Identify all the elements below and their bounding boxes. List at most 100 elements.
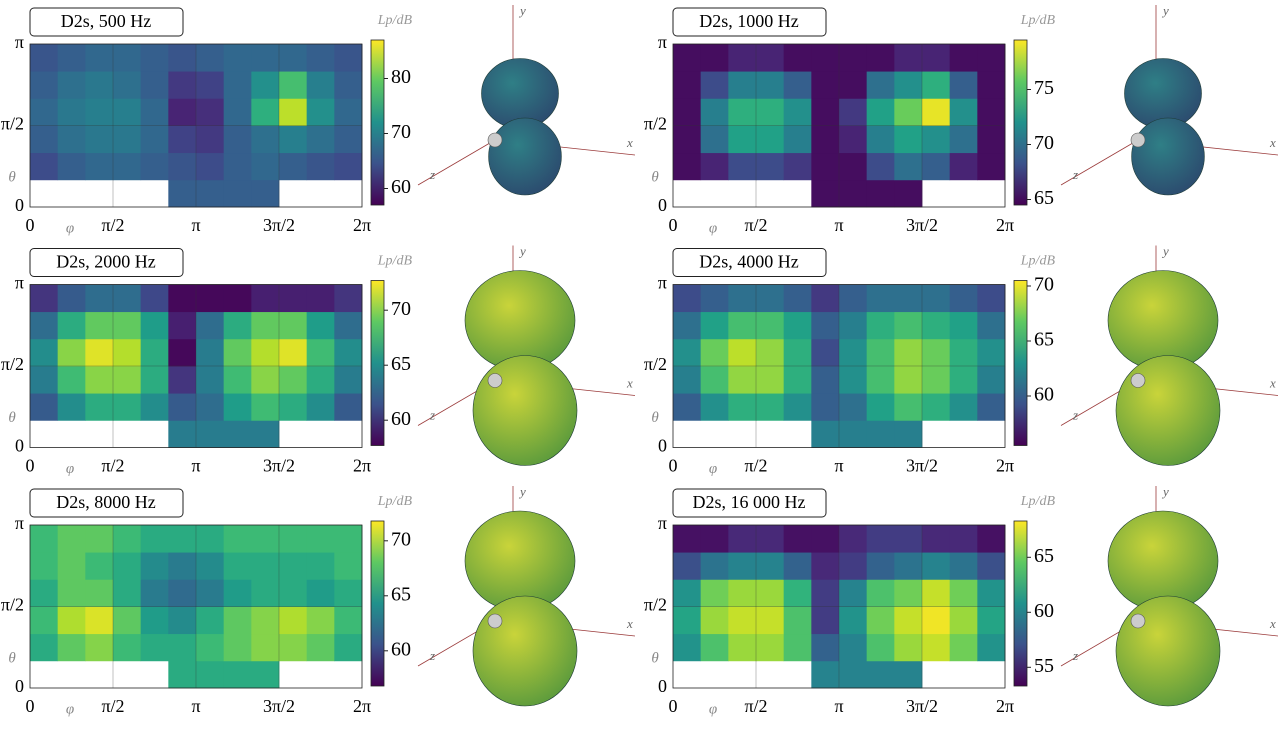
x-tick-label: π/2 bbox=[744, 215, 767, 235]
heatmap-cell bbox=[894, 126, 922, 154]
heatmap-cell bbox=[85, 366, 113, 394]
heatmap-cell bbox=[113, 607, 141, 635]
heatmap-cell bbox=[196, 661, 224, 689]
heatmap-cell bbox=[196, 98, 224, 126]
heatmap-cell bbox=[307, 44, 335, 72]
x-tick-label: 0 bbox=[669, 456, 678, 476]
heatmap-cell bbox=[141, 525, 169, 553]
heatmap-cell bbox=[839, 126, 867, 154]
heatmap-cell bbox=[196, 552, 224, 580]
heatmap-cell bbox=[756, 285, 784, 313]
heatmap-cell bbox=[113, 312, 141, 340]
x-tick-label: 2π bbox=[353, 215, 371, 235]
balloon-lobe bbox=[1116, 596, 1220, 706]
heatmap-cell bbox=[224, 126, 252, 154]
heatmap-cell bbox=[224, 552, 252, 580]
heatmap-cell bbox=[867, 607, 895, 635]
x-tick-label: π/2 bbox=[101, 696, 124, 716]
y-axis-label: θ bbox=[8, 410, 16, 426]
heatmap-cell bbox=[30, 126, 58, 154]
heatmap-cell bbox=[30, 339, 58, 367]
x-axis-label: φ bbox=[709, 220, 717, 236]
axis-3d-label: z bbox=[1072, 407, 1078, 422]
colorbar bbox=[1014, 521, 1027, 686]
heatmap-cell bbox=[673, 607, 701, 635]
heatmap-cell bbox=[251, 98, 279, 126]
x-tick-label: 0 bbox=[26, 456, 35, 476]
y-tick-label: π bbox=[15, 273, 24, 293]
panel-title: D2s, 8000 Hz bbox=[56, 492, 156, 512]
heatmap-cell bbox=[307, 579, 335, 607]
heatmap-cell bbox=[58, 366, 86, 394]
heatmap-cell bbox=[839, 393, 867, 421]
heatmap-cell bbox=[196, 366, 224, 394]
balloon-lobe bbox=[473, 356, 577, 466]
axis-3d-label: z bbox=[1072, 648, 1078, 663]
heatmap-cell bbox=[141, 552, 169, 580]
colorbar bbox=[371, 521, 384, 686]
heatmap-cell bbox=[784, 153, 812, 181]
heatmap-cell bbox=[196, 180, 224, 208]
heatmap-cell bbox=[141, 339, 169, 367]
heatmap-cell bbox=[279, 44, 307, 72]
panel-title: D2s, 16 000 Hz bbox=[693, 492, 806, 512]
heatmap-cell bbox=[168, 339, 196, 367]
heatmap-cell bbox=[30, 366, 58, 394]
y-tick-label: 0 bbox=[658, 436, 667, 456]
heatmap-cell bbox=[85, 634, 113, 662]
heatmap-cell bbox=[168, 393, 196, 421]
y-tick-label: π/2 bbox=[644, 595, 667, 615]
x-tick-label: 0 bbox=[26, 696, 35, 716]
heatmap-cell bbox=[141, 607, 169, 635]
heatmap-cell bbox=[756, 634, 784, 662]
heatmap-cell bbox=[811, 98, 839, 126]
heatmap-cell bbox=[307, 285, 335, 313]
heatmap-cell bbox=[894, 44, 922, 72]
heatmap-cell bbox=[251, 607, 279, 635]
heatmap-cell bbox=[977, 71, 1005, 99]
heatmap-cell bbox=[867, 71, 895, 99]
x-axis-label: φ bbox=[709, 701, 717, 717]
heatmap-cell bbox=[701, 71, 729, 99]
heatmap-cell bbox=[168, 71, 196, 99]
heatmap-cell bbox=[867, 153, 895, 181]
heatmap-cell bbox=[251, 525, 279, 553]
colorbar-label: Lp/dB bbox=[377, 13, 413, 28]
heatmap-cell bbox=[279, 607, 307, 635]
heatmap-cell bbox=[922, 44, 950, 72]
y-axis-label: θ bbox=[651, 169, 659, 185]
heatmap-cell bbox=[85, 71, 113, 99]
heatmap-cell bbox=[334, 153, 362, 181]
heatmap-cell bbox=[224, 180, 252, 208]
heatmap-cell bbox=[784, 312, 812, 340]
panel-title: D2s, 4000 Hz bbox=[699, 252, 799, 272]
heatmap-cell bbox=[251, 126, 279, 154]
heatmap-cell bbox=[811, 366, 839, 394]
heatmap-cell bbox=[950, 126, 978, 154]
heatmap-cell bbox=[141, 98, 169, 126]
heatmap-cell bbox=[922, 71, 950, 99]
heatmap-cell bbox=[58, 634, 86, 662]
heatmap-cell bbox=[894, 71, 922, 99]
axis-3d-label: y bbox=[518, 484, 526, 499]
heatmap-cell bbox=[839, 180, 867, 208]
heatmap-cell bbox=[728, 285, 756, 313]
colorbar-tick-label: 65 bbox=[1034, 187, 1054, 209]
heatmap-cell bbox=[839, 552, 867, 580]
heatmap-cell bbox=[728, 71, 756, 99]
heatmap-cell bbox=[922, 634, 950, 662]
heatmap-cell bbox=[811, 180, 839, 208]
heatmap-cell bbox=[950, 579, 978, 607]
heatmap-cell bbox=[839, 525, 867, 553]
heatmap-cell bbox=[756, 579, 784, 607]
x-tick-label: 2π bbox=[996, 456, 1014, 476]
balloon-lobe bbox=[489, 118, 562, 195]
heatmap-cell bbox=[251, 420, 279, 448]
heatmap-cell bbox=[168, 661, 196, 689]
heatmap-cell bbox=[196, 312, 224, 340]
heatmap-cell bbox=[673, 44, 701, 72]
heatmap-cell bbox=[867, 285, 895, 313]
heatmap-cell bbox=[279, 634, 307, 662]
heatmap-cell bbox=[701, 552, 729, 580]
heatmap-cell bbox=[950, 153, 978, 181]
